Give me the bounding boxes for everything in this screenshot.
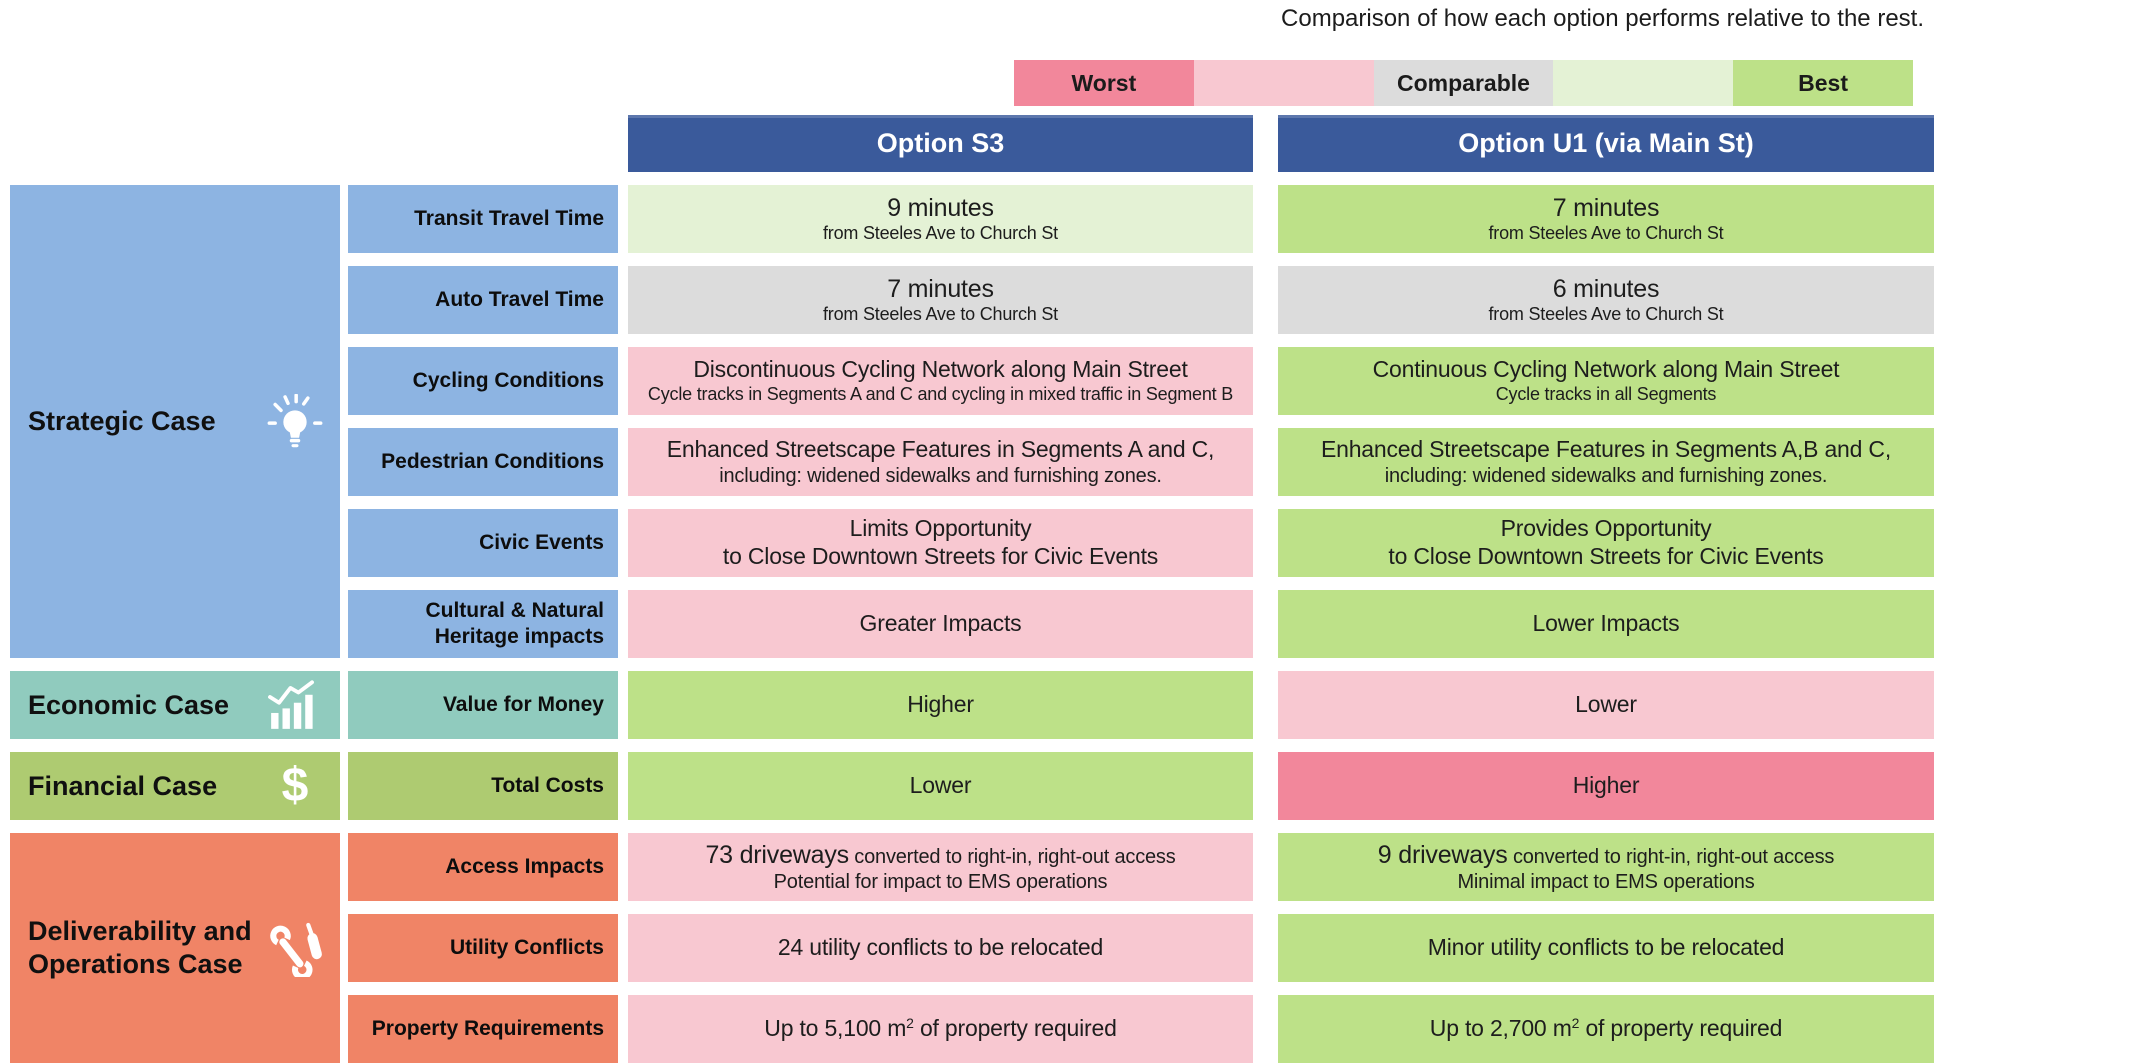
cell-text-line: Potential for impact to EMS operations	[773, 871, 1108, 893]
tools-icon	[264, 919, 326, 977]
cell-text-line: Continuous Cycling Network along Main St…	[1372, 356, 1840, 383]
case-title: Strategic Case	[28, 406, 216, 437]
cell-text-line: 6 minutes	[1552, 275, 1660, 304]
cell-pedestrian-conditions-u1: Enhanced Streetscape Features in Segment…	[1278, 428, 1934, 496]
cell-cycling-conditions-s3: Discontinuous Cycling Network along Main…	[628, 347, 1253, 415]
cell-text-line: from Steeles Ave to Church St	[823, 304, 1058, 325]
cell-utility-conflicts-u1: Minor utility conflicts to be relocated	[1278, 914, 1934, 982]
cell-text-line: 9 minutes	[887, 194, 994, 223]
criterion-value-for-money: Value for Money	[348, 671, 618, 739]
cell-text-line: Enhanced Streetscape Features in Segment…	[666, 436, 1215, 463]
case-block-economic-case: Economic Case	[10, 671, 340, 739]
case-block-deliverability-and-operations-case: Deliverability and Operations Case	[10, 833, 340, 1063]
cell-total-costs-s3: Lower	[628, 752, 1253, 820]
cell-text-line: from Steeles Ave to Church St	[1488, 223, 1724, 244]
legend-segment-step-2	[1193, 60, 1374, 106]
criterion-transit-travel-time: Transit Travel Time	[348, 185, 618, 253]
cell-text-line: Higher	[907, 691, 974, 718]
cell-text-line: Minimal impact to EMS operations	[1457, 871, 1755, 893]
option-header-option-u1-via-main-st: Option U1 (via Main St)	[1278, 115, 1934, 172]
cell-text-line: 24 utility conflicts to be relocated	[777, 934, 1104, 961]
cell-civic-events-s3: Limits Opportunity to Close Downtown Stre…	[628, 509, 1253, 577]
cell-text-line: Lower	[1575, 691, 1637, 718]
option-header-option-s3: Option S3	[628, 115, 1253, 172]
matrix-grid: Option S3 Option U1 (via Main St) Strategi…	[10, 115, 1934, 1063]
criterion-cultural-natural-heritage-impacts: Cultural & Natural Heritage impacts	[348, 590, 618, 658]
cell-property-requirements-s3: Up to 5,100 m2 of property required	[628, 995, 1253, 1063]
cell-value-for-money-s3: Higher	[628, 671, 1253, 739]
cell-text-line: Higher	[1572, 772, 1640, 799]
criterion-total-costs: Total Costs	[348, 752, 618, 820]
dollar-icon: $	[281, 759, 309, 812]
legend-segment-comparable: Comparable	[1373, 60, 1554, 106]
cell-utility-conflicts-s3: 24 utility conflicts to be relocated	[628, 914, 1253, 982]
cell-text-line: Cycle tracks in all Segments	[1495, 384, 1717, 404]
cell-text-line: Enhanced Streetscape Features in Segment…	[1320, 436, 1892, 463]
cell-text-line: Minor utility conflicts to be relocated	[1427, 934, 1785, 961]
cell-text-line: Lower	[909, 772, 972, 799]
cell-value-for-money-u1: Lower	[1278, 671, 1934, 739]
bar-chart-trend-icon	[264, 680, 326, 730]
lightbulb-icon	[264, 393, 326, 450]
criterion-cycling-conditions: Cycling Conditions	[348, 347, 618, 415]
cell-text-line: including: widened sidewalks and furnish…	[719, 464, 1162, 487]
cell-text-line: 73 driveways converted to right-in, righ…	[705, 841, 1176, 869]
cell-text-line: including: widened sidewalks and furnish…	[1384, 464, 1828, 487]
cell-transit-travel-time-s3: 9 minutes from Steeles Ave to Church St	[628, 185, 1253, 253]
case-title: Economic Case	[28, 689, 230, 720]
cell-cultural-natural-heritage-impacts-u1: Lower Impacts	[1278, 590, 1934, 658]
page-title: Comparison of how each option performs r…	[1281, 5, 1924, 32]
criterion-utility-conflicts: Utility Conflicts	[348, 914, 618, 982]
cell-pedestrian-conditions-s3: Enhanced Streetscape Features in Segment…	[628, 428, 1253, 496]
cell-text-line: 7 minutes	[887, 275, 994, 304]
cell-text-line: to Close Downtown Streets for Civic Even…	[1388, 543, 1824, 569]
legend-segment-step-4	[1553, 60, 1734, 106]
case-block-strategic-case: Strategic Case	[10, 185, 340, 658]
cell-text-line: Cycle tracks in Segments A and C and cyc…	[647, 384, 1234, 404]
performance-legend: Worst Comparable Best	[1014, 60, 1913, 106]
cell-text-line: Provides Opportunity	[1500, 515, 1712, 542]
legend-label: Comparable	[1397, 69, 1530, 96]
cell-text-line: 9 driveways converted to right-in, right…	[1377, 841, 1835, 869]
cell-transit-travel-time-u1: 7 minutes from Steeles Ave to Church St	[1278, 185, 1934, 253]
cell-text-line: to Close Downtown Streets for Civic Even…	[722, 543, 1159, 569]
cell-text-line: Up to 5,100 m2 of property required	[764, 1015, 1117, 1042]
cell-total-costs-u1: Higher	[1278, 752, 1934, 820]
criterion-civic-events: Civic Events	[348, 509, 618, 577]
legend-segment-best: Best	[1733, 60, 1913, 106]
legend-label: Worst	[1071, 69, 1137, 96]
cell-civic-events-u1: Provides Opportunity to Close Downtown St…	[1278, 509, 1934, 577]
cell-cycling-conditions-u1: Continuous Cycling Network along Main St…	[1278, 347, 1934, 415]
cell-text-line: Discontinuous Cycling Network along Main…	[693, 356, 1188, 383]
criterion-property-requirements: Property Requirements	[348, 995, 618, 1063]
cell-text-line: from Steeles Ave to Church St	[823, 223, 1058, 244]
cell-access-impacts-s3: 73 driveways converted to right-in, righ…	[628, 833, 1253, 901]
cell-text-line: Lower Impacts	[1532, 610, 1680, 637]
cell-text-line: from Steeles Ave to Church St	[1488, 304, 1724, 325]
case-block-financial-case: Financial Case $	[10, 752, 340, 820]
legend-label: Best	[1798, 69, 1849, 96]
criterion-access-impacts: Access Impacts	[348, 833, 618, 901]
case-title: Deliverability and Operations Case	[28, 916, 252, 979]
criterion-auto-travel-time: Auto Travel Time	[348, 266, 618, 334]
cell-text-line: Up to 2,700 m2 of property required	[1429, 1015, 1783, 1042]
cell-auto-travel-time-u1: 6 minutes from Steeles Ave to Church St	[1278, 266, 1934, 334]
case-title: Financial Case	[28, 770, 218, 801]
criterion-pedestrian-conditions: Pedestrian Conditions	[348, 428, 618, 496]
cell-text-line: Greater Impacts	[859, 610, 1022, 637]
cell-access-impacts-u1: 9 driveways converted to right-in, right…	[1278, 833, 1934, 901]
cell-text-line: 7 minutes	[1552, 194, 1660, 223]
cell-auto-travel-time-s3: 7 minutes from Steeles Ave to Church St	[628, 266, 1253, 334]
cell-cultural-natural-heritage-impacts-s3: Greater Impacts	[628, 590, 1253, 658]
cell-text-line: Limits Opportunity	[849, 515, 1032, 542]
legend-segment-worst: Worst	[1014, 60, 1194, 106]
cell-property-requirements-u1: Up to 2,700 m2 of property required	[1278, 995, 1934, 1063]
